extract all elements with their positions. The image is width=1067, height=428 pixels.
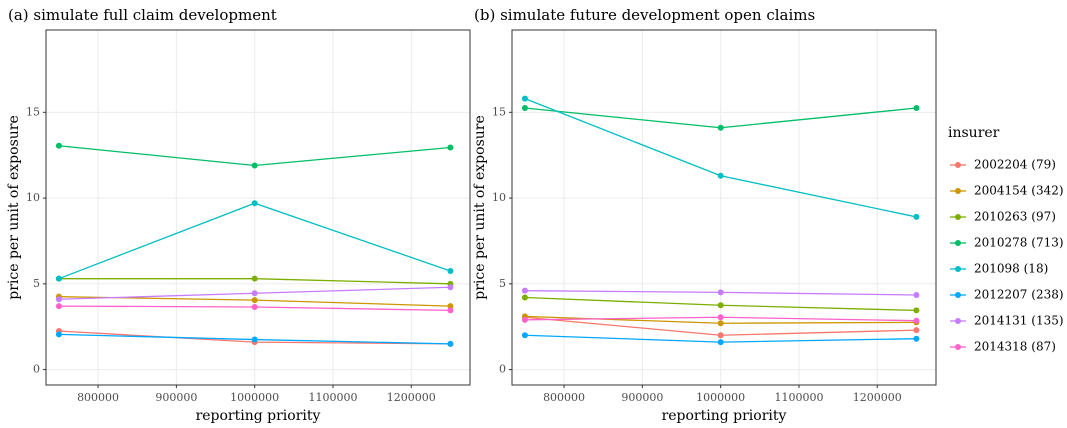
point [447,303,454,310]
point [717,320,724,327]
legend-label: 2010263 (97) [974,210,1056,224]
legend-key [955,214,961,220]
x-tick-label: 1100000 [774,391,823,404]
y-axis-label: price per unit of exposure [472,115,488,300]
point [913,335,920,342]
point [447,267,454,274]
chart-title: (b) simulate future development open cla… [474,6,815,24]
y-tick-label: 5 [33,277,40,290]
point [55,142,62,149]
point [55,331,62,338]
legend-label: 2002204 (79) [974,158,1056,172]
legend-key [955,240,961,246]
point [251,162,258,169]
point [447,307,454,314]
x-axis-label: reporting priority [196,408,321,424]
legend-key [955,162,961,168]
point [913,291,920,298]
x-tick-label: 1200000 [853,391,902,404]
point [251,297,258,304]
legend-label: 2014318 (87) [974,340,1056,354]
plot-background [512,30,936,385]
point [717,302,724,309]
x-tick-label: 900000 [621,391,663,404]
legend-label: 2014131 (135) [974,314,1064,328]
y-tick-label: 0 [499,363,506,376]
x-axis-label: reporting priority [662,408,787,424]
x-tick-label: 1000000 [230,391,279,404]
point [251,290,258,297]
legend-key [955,292,961,298]
point [521,95,528,102]
y-axis-label: price per unit of exposure [6,115,22,300]
point [521,105,528,112]
point [717,172,724,179]
plot-border [511,29,937,386]
y-tick-label: 10 [26,191,40,204]
y-tick-label: 0 [33,363,40,376]
point [521,287,528,294]
x-tick-label: 800000 [543,391,585,404]
legend-key [955,344,961,350]
y-tick-label: 5 [499,277,506,290]
y-tick-label: 15 [492,105,506,118]
x-tick-label: 1100000 [308,391,357,404]
point [251,200,258,207]
legend-label: 2004154 (342) [974,184,1064,198]
point [521,332,528,339]
point [913,213,920,220]
point [913,307,920,314]
x-tick-label: 1200000 [387,391,436,404]
legend-label: 2012207 (238) [974,288,1064,302]
y-tick-label: 10 [492,191,506,204]
legend-key [955,318,961,324]
x-tick-label: 900000 [155,391,197,404]
point [913,327,920,334]
point [55,303,62,310]
point [521,294,528,301]
point [251,303,258,310]
chart-title: (a) simulate full claim development [8,6,277,24]
point [717,124,724,131]
point [55,296,62,303]
point [913,105,920,112]
y-tick-label: 15 [26,105,40,118]
point [717,339,724,346]
point [717,314,724,321]
point [913,317,920,324]
point [251,275,258,282]
plot-border [45,29,471,386]
point [447,340,454,347]
point [251,336,258,343]
legend-key [955,266,961,272]
x-tick-label: 800000 [77,391,119,404]
plot-background [46,30,470,385]
legend-label: 2010278 (713) [974,236,1064,250]
point [447,144,454,151]
point [717,332,724,339]
point [55,275,62,282]
legend-label: 201098 (18) [974,262,1048,276]
point [447,284,454,291]
legend-key [955,188,961,194]
point [717,289,724,296]
point [521,316,528,323]
x-tick-label: 1000000 [696,391,745,404]
legend-title: insurer [948,125,1000,141]
